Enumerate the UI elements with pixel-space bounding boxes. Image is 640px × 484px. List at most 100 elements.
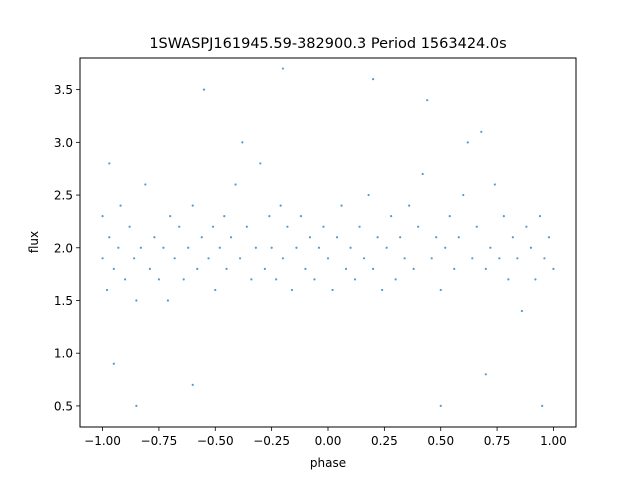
data-point [466,141,469,144]
data-point [390,215,393,218]
data-point [453,267,456,270]
data-point [214,288,217,292]
x-tick-label: 1.00 [540,434,567,448]
data-point [489,246,492,249]
data-point [225,267,228,270]
data-point [105,288,109,292]
data-point [484,267,487,270]
data-point [123,278,127,281]
data-point [270,246,273,249]
data-point [259,162,262,165]
data-point [543,257,546,260]
data-point [353,278,357,281]
data-point [349,246,352,249]
data-point [223,215,226,218]
data-point [245,225,248,228]
data-point [462,193,465,197]
data-point [399,236,402,239]
data-point [507,278,510,281]
data-point [426,99,429,102]
data-point [525,225,528,228]
data-point [234,183,237,186]
data-point [412,267,415,270]
x-tick-label: −1.00 [84,434,121,448]
data-point [534,278,537,281]
data-point [295,246,298,249]
data-point [385,246,388,249]
data-point [439,404,442,408]
data-point [471,257,474,260]
x-tick-label: 0.25 [371,434,398,448]
data-point [148,267,151,270]
data-point [187,246,190,249]
data-point [484,373,487,376]
data-points [101,67,555,408]
data-point [119,204,122,207]
data-point [516,257,519,260]
y-tick-label: 1.0 [54,347,73,361]
y-tick-label: 0.5 [54,399,73,413]
y-axis-ticks: 0.5 1.0 1.5 2.0 2.5 3.0 3.5 [54,83,80,413]
data-point [202,88,206,91]
data-point [371,77,375,81]
data-point [139,246,142,249]
data-point [108,236,111,239]
data-point [250,278,253,281]
x-tick-label: −0.25 [253,434,290,448]
y-axis-label: flux [27,231,41,253]
data-point [376,236,379,239]
data-point [281,67,285,70]
data-point [191,204,194,207]
data-point [157,278,161,281]
data-point [133,257,136,260]
data-point [200,236,203,239]
y-tick-label: 3.5 [54,83,73,97]
data-point [112,362,115,365]
data-point [153,236,156,239]
x-tick-label: −0.50 [197,434,234,448]
y-tick-label: 1.5 [54,294,73,308]
data-point [435,236,438,239]
data-point [281,257,285,260]
data-point [371,267,375,270]
data-point [218,246,221,249]
data-point [117,246,120,249]
x-tick-label: 0.00 [315,434,342,448]
data-point [475,225,478,228]
data-point [552,267,555,270]
data-point [344,267,348,270]
data-point [275,278,278,281]
data-point [135,404,138,408]
y-tick-label: 3.0 [54,136,73,150]
data-point [498,257,501,260]
data-point [101,215,104,218]
data-point [421,172,424,176]
data-point [493,183,496,186]
data-point [430,257,433,260]
data-point [108,162,111,165]
data-point [128,225,131,228]
data-point [444,246,447,249]
data-point [358,225,361,228]
data-point [480,130,483,133]
data-point [279,204,282,207]
data-point [211,225,215,228]
data-point [112,267,115,270]
x-axis-label: phase [310,456,346,470]
data-point [538,215,542,218]
data-point [135,299,138,302]
x-tick-label: 0.75 [484,434,511,448]
data-point [169,215,172,218]
data-point [229,236,233,239]
data-point [439,288,442,292]
y-tick-label: 2.5 [54,189,73,203]
data-point [529,246,533,249]
data-point [286,225,289,228]
y-tick-label: 2.0 [54,241,73,255]
data-point [254,246,257,249]
data-point [178,225,181,228]
data-point [241,141,244,144]
data-point [263,267,266,270]
data-point [367,193,370,197]
